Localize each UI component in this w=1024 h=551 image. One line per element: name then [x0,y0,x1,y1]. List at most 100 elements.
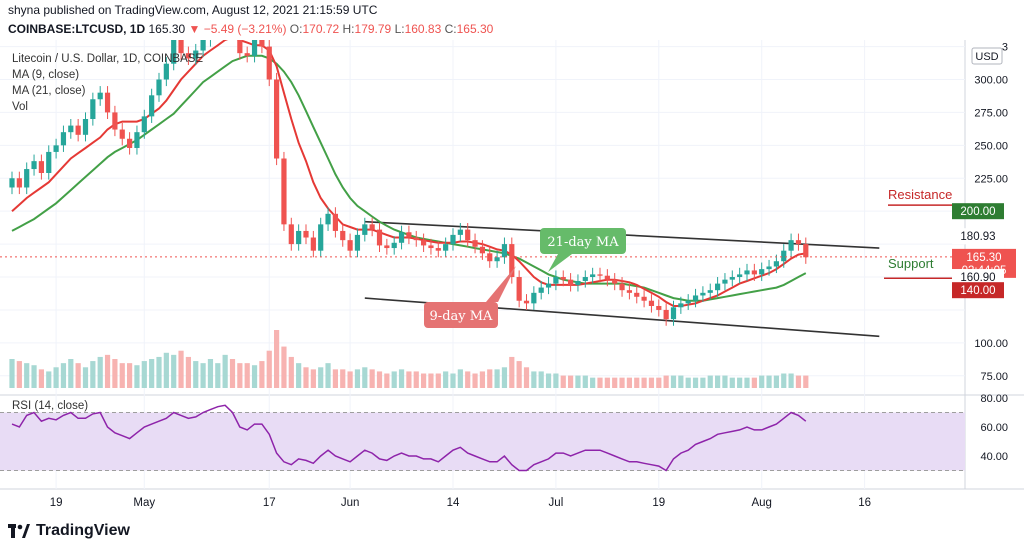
volume-bar [296,363,302,388]
volume-bar [406,371,412,388]
candle-body [369,224,375,230]
candle-body [156,79,162,96]
currency-badge-bg[interactable] [971,47,1003,65]
candle-body [604,275,610,280]
price-tick-label: 250.00 [974,140,1008,152]
candle-body [46,151,52,173]
volume-bar [766,375,772,388]
volume-bar [715,375,721,388]
volume-bar [112,359,118,388]
volume-bar [685,377,691,388]
volume-bar [259,361,265,388]
volume-bar [156,356,162,388]
open-label: O: [289,22,303,36]
volume-bar [266,350,272,388]
candle-body [619,283,625,291]
candle-body [744,270,750,275]
resistance-price-tag: 200.00 [960,206,995,218]
volume-bar [788,373,794,388]
volume-bar [421,373,427,388]
legend-title: Litecoin / U.S. Dollar, 1D, COINBASE [12,53,204,65]
volume-bar [626,377,632,388]
volume-bar [428,373,434,388]
candle-body [288,224,294,245]
candle-body [795,240,802,245]
volume-bar [678,375,684,388]
volume-bar [612,377,618,388]
volume-bar [759,375,765,388]
time-tick-label: Jun [341,497,360,509]
volume-bar [560,375,566,388]
time-tick-label: 19 [652,497,665,509]
volume-bar [545,373,552,388]
candle-body [119,129,125,139]
symbol-label: COINBASE:LTCUSD, 1D [8,22,146,36]
ma9-callout-bg [424,302,498,328]
volume-bar [516,361,522,388]
candle-body [259,40,265,47]
volume-bar [318,367,324,388]
candle-body [104,92,111,113]
candle-body [24,169,30,188]
volume-bar [104,354,111,388]
volume-bar [82,367,89,388]
rsi-tick-label: 40.00 [980,451,1008,463]
candle-body [766,266,772,270]
candle-body [178,40,184,54]
high-price-tag: 180.93 [960,231,995,243]
candle-body [803,244,809,258]
volume-bar [332,369,338,388]
volume-bar [465,371,471,388]
candle-body [376,229,383,246]
last-price-tag: 165.30 [966,252,1001,264]
volume-bar [237,363,243,388]
volume-bar [663,375,669,388]
support-label: Support [888,256,934,271]
publish-info: shyna published on TradingView.com, Augu… [8,3,378,17]
volume-bar [413,371,419,388]
volume-bar [75,363,81,388]
volume-bar [274,330,280,388]
time-tick-label: Aug [751,497,771,509]
volume-bar [9,359,15,388]
candle-body [560,277,566,280]
volume-bar [398,369,405,388]
price-change: ▼ −5.49 (−3.21%) [188,22,287,36]
volume-bar [251,365,258,388]
legend-ma9: MA (9, close) [12,69,80,81]
ma9-callout: 9-day MA [430,309,494,324]
candle-body [582,277,588,281]
volume-bar [744,377,750,388]
price-chart[interactable]: 75.00 100.00 225.00 250.00 275.00 300.00 3 19 Ma… [0,40,1024,515]
volume-bar [604,377,610,388]
currency-badge[interactable]: USD [975,51,998,63]
candle-body [200,40,206,51]
candle-body [428,245,434,249]
candle-body [590,274,596,278]
candle-body [325,213,331,225]
volume-bar [24,363,30,388]
candle-body [531,292,537,304]
candle-body [391,242,397,249]
candle-body [171,40,177,64]
volume-bar [281,346,287,388]
candle-body [626,290,632,293]
volume-bar [354,369,361,388]
volume-bar [590,377,596,388]
close-value: 165.30 [456,22,494,36]
price-tick-label: 3 [1002,42,1008,54]
ma21-callout: 21-day MA [547,235,619,250]
candle-body [97,92,103,100]
volume-bar [60,363,67,388]
candle-body [149,95,155,117]
volume-bar [31,365,37,388]
volume-bar [773,375,779,388]
volume-bar [568,375,574,388]
candle-body [406,232,412,238]
support-price-tag: 140.00 [960,285,995,297]
volume-bar [362,367,368,388]
volume-bar [185,356,191,388]
candle-body [715,283,721,291]
rsi-band [0,412,965,471]
low-label: L: [394,22,405,36]
